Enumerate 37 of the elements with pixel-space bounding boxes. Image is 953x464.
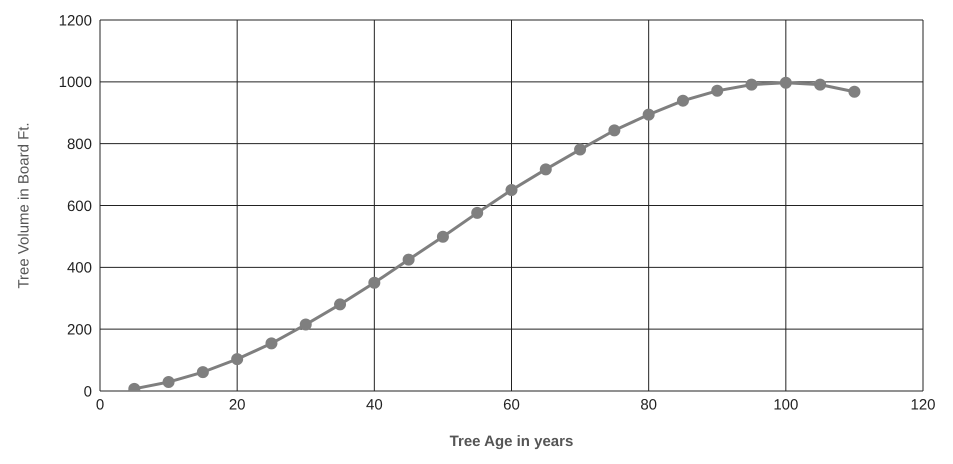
point [574, 144, 586, 156]
point [196, 366, 209, 378]
point [368, 276, 380, 289]
x-tick-label: 120 [910, 396, 936, 414]
point [402, 254, 415, 266]
x-tick-label: 20 [228, 396, 246, 414]
point [746, 78, 758, 91]
point [540, 163, 552, 176]
point [506, 184, 518, 196]
point [642, 108, 655, 121]
x-axis-title: Tree Age in years [450, 433, 574, 450]
y-tick-label: 400 [66, 260, 92, 277]
point [300, 318, 312, 331]
point [265, 337, 278, 350]
point [780, 76, 792, 89]
y-tick-label: 0 [84, 383, 92, 400]
point [848, 86, 860, 98]
point [471, 206, 484, 219]
point [608, 124, 620, 136]
x-tick-label: 0 [96, 396, 104, 414]
x-tick-label: 40 [366, 396, 383, 414]
y-axis-title: Tree Volume in Board Ft. [15, 122, 32, 289]
x-tick-label: 80 [640, 396, 658, 414]
x-tick-label: 100 [773, 396, 798, 414]
y-tick-label: 1200 [58, 12, 92, 30]
point [436, 230, 449, 243]
point [711, 84, 724, 97]
y-tick-label: 200 [66, 321, 92, 338]
point [231, 353, 244, 366]
point [814, 78, 826, 91]
y-tick-label: 600 [66, 198, 92, 215]
x-tick-label: 60 [503, 396, 520, 414]
y-tick-label: 800 [66, 136, 92, 153]
point [676, 94, 689, 107]
y-tick-label: 1000 [58, 74, 92, 92]
point [334, 298, 346, 310]
point [162, 376, 175, 388]
